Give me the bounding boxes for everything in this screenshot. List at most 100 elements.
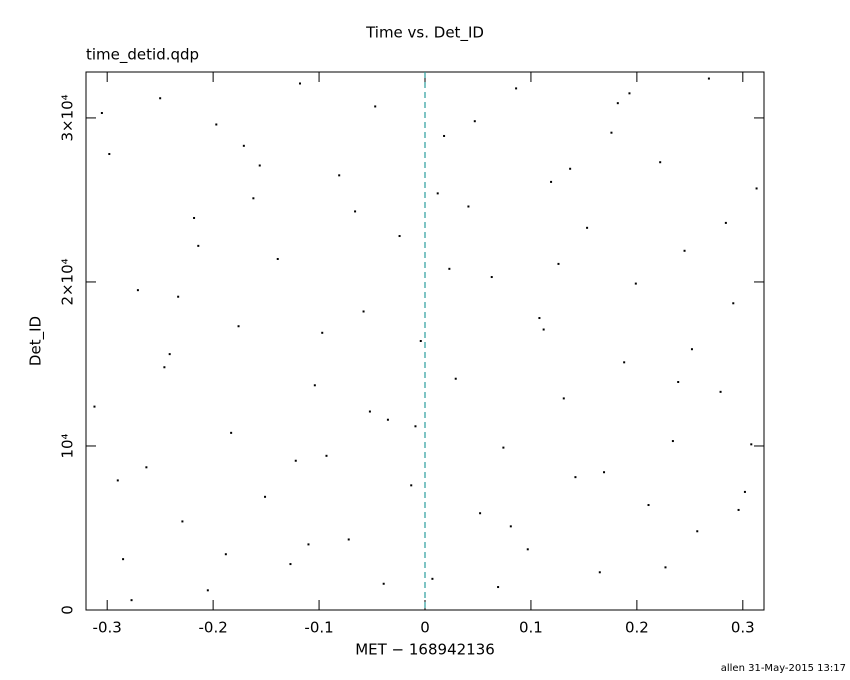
point [743, 490, 746, 493]
point [294, 459, 297, 462]
point [719, 390, 722, 393]
point [386, 418, 389, 421]
point [683, 249, 686, 252]
point [307, 543, 310, 546]
point [696, 530, 699, 533]
x-tick-label: 0.3 [731, 619, 755, 637]
point [237, 325, 240, 328]
point [502, 446, 505, 449]
point [677, 381, 680, 384]
point [473, 120, 476, 123]
point [197, 244, 200, 247]
point [634, 282, 637, 285]
point [325, 454, 328, 457]
chart-title: Time vs. Det_ID [365, 24, 484, 43]
point [550, 180, 553, 183]
point [122, 558, 125, 561]
point [515, 87, 518, 90]
point [623, 361, 626, 364]
point [242, 144, 245, 147]
footer: allen 31-May-2015 13:17 [721, 663, 846, 674]
point [659, 161, 662, 164]
point [586, 226, 589, 229]
point [647, 504, 650, 507]
point [490, 276, 493, 279]
point [230, 431, 233, 434]
point [497, 586, 500, 589]
point [569, 167, 572, 170]
point [750, 443, 753, 446]
point [671, 440, 674, 443]
point [181, 520, 184, 523]
point [258, 164, 261, 167]
point [252, 197, 255, 200]
point [163, 366, 166, 369]
point [321, 331, 324, 334]
point [664, 566, 667, 569]
point [410, 484, 413, 487]
point [382, 582, 385, 585]
point [93, 405, 96, 408]
chart-subtitle: time_detid.qdp [86, 46, 199, 65]
point [610, 131, 613, 134]
point [159, 97, 162, 100]
x-tick-label: -0.1 [304, 619, 333, 637]
point [215, 123, 218, 126]
point [276, 257, 279, 260]
x-tick-label: 0 [420, 619, 430, 637]
point [398, 235, 401, 238]
point [298, 82, 301, 85]
point [264, 495, 267, 498]
point [362, 310, 365, 313]
y-tick-label: 10⁴ [59, 433, 77, 458]
point [168, 353, 171, 356]
point [557, 262, 560, 265]
point [737, 508, 740, 511]
x-tick-label: -0.3 [93, 619, 122, 637]
point [116, 479, 119, 482]
point [419, 340, 422, 342]
point [347, 538, 350, 541]
point [574, 476, 577, 479]
x-tick-label: 0.1 [519, 619, 543, 637]
point [443, 134, 446, 137]
point [538, 317, 541, 320]
y-axis-label: Det_ID [27, 316, 46, 366]
point [479, 512, 482, 515]
y-tick-label: 3×10⁴ [59, 94, 77, 141]
point [436, 192, 439, 195]
point [562, 397, 565, 400]
y-tick-label: 2×10⁴ [59, 258, 77, 305]
point [374, 105, 377, 108]
point [224, 553, 227, 556]
point [690, 348, 693, 351]
x-axis-label: MET − 168942136 [355, 641, 495, 659]
point [338, 174, 341, 177]
x-tick-label: 0.2 [625, 619, 649, 637]
point [628, 92, 631, 95]
point [732, 302, 735, 305]
point [526, 548, 529, 551]
point [431, 577, 434, 580]
point [616, 102, 619, 105]
point [707, 77, 710, 80]
point [108, 153, 111, 156]
x-tick-label: -0.2 [198, 619, 227, 637]
point [467, 205, 470, 208]
point [724, 221, 727, 224]
point [542, 328, 545, 331]
y-tick-label: 0 [59, 605, 77, 615]
point [136, 289, 139, 292]
point [289, 563, 292, 566]
point [509, 525, 512, 528]
point [177, 295, 180, 298]
point [368, 410, 371, 413]
point [193, 216, 196, 219]
point [354, 210, 357, 213]
point [414, 425, 417, 428]
point [145, 466, 148, 469]
point [454, 377, 457, 380]
point [313, 384, 316, 387]
